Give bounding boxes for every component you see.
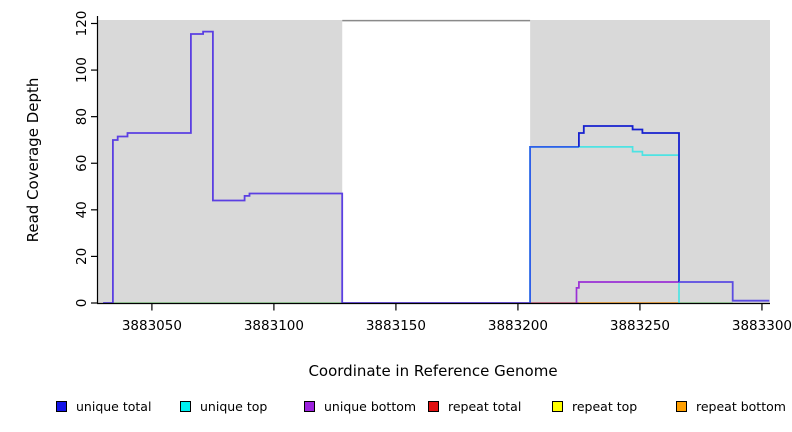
legend-label: unique bottom xyxy=(324,399,417,414)
legend-label: repeat top xyxy=(572,399,638,414)
legend-item-unique-top: unique top xyxy=(180,399,304,414)
x-tick-label: 3883050 xyxy=(122,318,182,334)
legend-item-repeat-bottom: repeat bottom xyxy=(676,399,792,414)
y-tick-label: 100 xyxy=(74,57,90,83)
legend-swatch xyxy=(428,401,439,412)
right-gray-region xyxy=(530,20,770,303)
x-tick-label: 3883300 xyxy=(732,318,792,334)
x-tick-label: 3883200 xyxy=(488,318,548,334)
legend-swatch xyxy=(56,401,67,412)
legend-item-unique-bottom: unique bottom xyxy=(304,399,428,414)
legend-label: unique top xyxy=(200,399,268,414)
x-axis-title: Coordinate in Reference Genome xyxy=(308,362,558,380)
x-tick-label: 3883250 xyxy=(610,318,670,334)
series-unique-total-right xyxy=(578,125,680,282)
legend-swatch xyxy=(676,401,687,412)
legend-swatch xyxy=(552,401,563,412)
series-unique-total-left xyxy=(103,30,531,304)
legend-label: unique total xyxy=(76,399,152,414)
y-tick-label: 40 xyxy=(74,201,90,218)
x-tick-label: 3883150 xyxy=(366,318,426,334)
y-tick-label: 80 xyxy=(74,108,90,125)
y-tick-label: 120 xyxy=(74,11,90,37)
series-unique-total-over-top-overlap xyxy=(529,145,579,303)
series-unique-total-tail xyxy=(679,281,770,302)
legend-item-unique-total: unique total xyxy=(56,399,180,414)
legend-swatch xyxy=(180,401,191,412)
y-tick-label: 60 xyxy=(74,155,90,172)
legend-item-repeat-total: repeat total xyxy=(428,399,552,414)
legend-swatch xyxy=(304,401,315,412)
legend-label: repeat total xyxy=(448,399,522,414)
y-tick-label: 0 xyxy=(74,299,90,308)
left-gray-region xyxy=(97,20,343,303)
legend-label: repeat bottom xyxy=(696,399,786,414)
legend: unique total unique top unique bottom repea… xyxy=(0,399,792,414)
series-unique-bottom xyxy=(575,281,679,303)
y-tick-label: 20 xyxy=(74,248,90,265)
x-tick-label: 3883100 xyxy=(244,318,304,334)
legend-item-repeat-top: repeat top xyxy=(552,399,676,414)
y-axis-title: Read Coverage Depth xyxy=(24,77,42,243)
